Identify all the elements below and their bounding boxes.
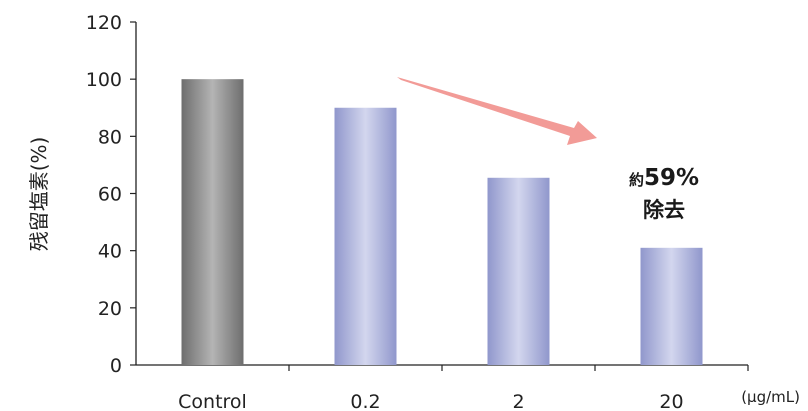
arrow-shape (397, 77, 597, 145)
y-tick-label: 120 (86, 12, 122, 34)
annotation-prefix: 約 (629, 171, 644, 189)
y-tick-label: 20 (98, 298, 122, 320)
x-unit-label: (μg/mL) (741, 388, 800, 406)
bars (181, 79, 703, 366)
y-tick-label: 0 (110, 355, 122, 377)
reduction-annotation: 約59% 除去 (629, 165, 699, 222)
y-tick-label: 80 (98, 126, 122, 148)
bar-control (181, 79, 244, 366)
bar-2 (487, 177, 550, 365)
x-tick-label: 0.2 (350, 391, 380, 411)
x-tick-label: Control (178, 391, 247, 411)
annotation-line1: 約59% (629, 165, 699, 191)
x-tick-label: 2 (512, 391, 524, 411)
y-axis-label: 残留塩素(%) (27, 137, 51, 252)
bar-20 (640, 247, 703, 365)
bar-0-2 (334, 107, 397, 365)
y-tick-label: 60 (98, 184, 122, 206)
x-labels: Control 0.2 2 20 (178, 391, 683, 411)
annotation-value: 59% (644, 165, 699, 191)
y-tick-label: 100 (86, 69, 122, 91)
y-axis-title: 残留塩素(%) (27, 137, 51, 252)
y-ticks: 0 20 40 60 80 100 120 (86, 12, 136, 377)
reduction-arrow (397, 77, 597, 145)
x-tick-label: 20 (659, 391, 683, 411)
annotation-line2: 除去 (643, 198, 685, 222)
y-tick-label: 40 (98, 241, 122, 263)
